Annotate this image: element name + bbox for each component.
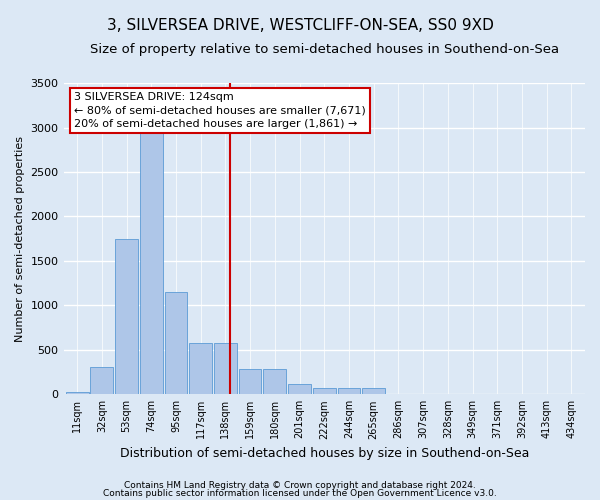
Text: 3, SILVERSEA DRIVE, WESTCLIFF-ON-SEA, SS0 9XD: 3, SILVERSEA DRIVE, WESTCLIFF-ON-SEA, SS… bbox=[107, 18, 493, 32]
Bar bbox=[239, 370, 262, 394]
Bar bbox=[190, 342, 212, 394]
Bar bbox=[288, 384, 311, 394]
Bar bbox=[164, 292, 187, 394]
X-axis label: Distribution of semi-detached houses by size in Southend-on-Sea: Distribution of semi-detached houses by … bbox=[119, 447, 529, 460]
Bar bbox=[66, 392, 89, 394]
Bar bbox=[214, 342, 237, 394]
Title: Size of property relative to semi-detached houses in Southend-on-Sea: Size of property relative to semi-detach… bbox=[90, 42, 559, 56]
Bar bbox=[313, 388, 335, 394]
Bar bbox=[263, 370, 286, 394]
Bar bbox=[338, 388, 361, 394]
Bar bbox=[91, 366, 113, 394]
Text: 3 SILVERSEA DRIVE: 124sqm
← 80% of semi-detached houses are smaller (7,671)
20% : 3 SILVERSEA DRIVE: 124sqm ← 80% of semi-… bbox=[74, 92, 366, 129]
Bar bbox=[140, 128, 163, 394]
Y-axis label: Number of semi-detached properties: Number of semi-detached properties bbox=[15, 136, 25, 342]
Bar bbox=[362, 388, 385, 394]
Text: Contains public sector information licensed under the Open Government Licence v3: Contains public sector information licen… bbox=[103, 488, 497, 498]
Text: Contains HM Land Registry data © Crown copyright and database right 2024.: Contains HM Land Registry data © Crown c… bbox=[124, 481, 476, 490]
Bar bbox=[115, 238, 138, 394]
